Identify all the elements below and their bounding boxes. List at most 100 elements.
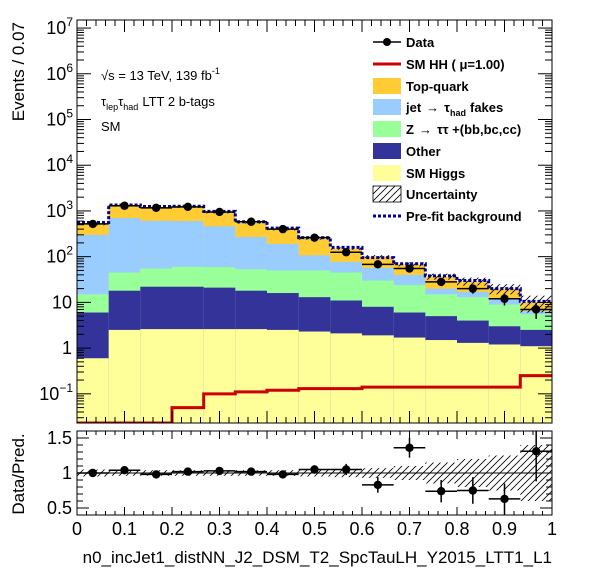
bar-sm-higgs-6 <box>267 329 299 423</box>
main-y-tick-label-3: 102 <box>46 244 73 267</box>
x-tick-label-2: 0.2 <box>159 519 184 539</box>
ratio-area <box>77 431 552 515</box>
fakes-jet: jet <box>405 100 422 115</box>
legend: Data SM HH ( μ=1.00) Top-quark jet → τhad f… <box>372 35 522 224</box>
legend-item-prefit: Pre-fit background <box>373 209 522 224</box>
data-marker-10 <box>405 264 414 273</box>
ratio-point-6 <box>267 470 299 479</box>
data-point-0 <box>77 219 109 229</box>
ratio-marker-0 <box>88 468 98 478</box>
main-y-tick-exp-3: 2 <box>66 244 73 258</box>
data-point-3 <box>172 202 204 212</box>
legend-marker-data <box>383 38 391 46</box>
legend-label-prefit: Pre-fit background <box>406 209 522 224</box>
main-y-tick-label-6: 105 <box>46 106 73 129</box>
data-point-1 <box>108 201 141 210</box>
legend-swatch-sm-higgs <box>373 165 401 181</box>
x-tick-label-10: 1 <box>547 519 557 539</box>
data-marker-5 <box>246 217 256 226</box>
main-y-tick-base-3: 10 <box>46 247 66 267</box>
x-tick-label-1: 0.1 <box>112 519 137 539</box>
legend-item-sm-hh: SM HH ( μ=1.00) <box>373 57 505 72</box>
x-tick-label-4: 0.4 <box>254 519 279 539</box>
main-y-tick-label-4: 103 <box>46 198 73 221</box>
legend-label-top-quark: Top-quark <box>406 79 469 94</box>
main-y-tick-label-2: 10 <box>52 292 72 312</box>
x-tick-label-8: 0.8 <box>444 519 469 539</box>
ztt-rest: ττ +(bb,bc,cc) <box>437 122 521 137</box>
main-y-tick-base-7: 10 <box>46 64 66 84</box>
main-histogram-area <box>77 201 552 423</box>
data-marker-6 <box>278 224 288 234</box>
main-y-tick-label-8: 107 <box>46 15 73 38</box>
ratio-point-7 <box>298 465 331 474</box>
legend-item-sm-higgs: SM Higgs <box>373 165 465 181</box>
main-y-tick-base-5: 10 <box>46 155 66 175</box>
ratio-frame <box>76 430 553 516</box>
ratio-point-12 <box>457 477 489 504</box>
x-tick-label-7: 0.7 <box>397 519 422 539</box>
legend-item-data: Data <box>373 35 435 50</box>
data-marker-8 <box>341 248 351 257</box>
uncertainty-band-13 <box>488 284 521 295</box>
data-marker-4 <box>215 207 224 217</box>
main-y-tick-label-5: 104 <box>46 152 73 175</box>
ratio-marker-7 <box>310 465 319 474</box>
bar-sm-higgs-1 <box>108 329 141 423</box>
data-point-8 <box>330 248 362 257</box>
data-marker-9 <box>373 260 383 269</box>
bar-sm-higgs-10 <box>393 337 426 423</box>
main-y-tick-label-1: 1 <box>62 338 72 358</box>
data-point-4 <box>203 207 236 217</box>
x-tick-label-9: 0.9 <box>492 519 517 539</box>
legend-label-other: Other <box>406 144 441 159</box>
ratio-marker-8 <box>341 465 351 474</box>
tau-lep-subscript: lep <box>106 102 118 112</box>
data-marker-1 <box>120 201 129 210</box>
x-axis-title: n0_incJet1_distNN_J2_DSM_T2_SpcTauLH_Y20… <box>83 548 552 567</box>
uncertainty-band-12 <box>457 277 489 286</box>
legend-item-top-quark: Top-quark <box>373 78 469 94</box>
bar-sm-higgs-5 <box>235 329 267 423</box>
tau-had-symbol: τ <box>118 94 124 109</box>
data-point-7 <box>298 233 331 242</box>
tau-had-subscript: had <box>123 102 138 112</box>
x-tick-label-0: 0 <box>72 519 82 539</box>
legend-swatch-ztautau <box>373 121 401 137</box>
energy-lumi-text: √s = 13 TeV, 139 fb <box>101 68 212 83</box>
bar-sm-higgs-0 <box>77 358 109 423</box>
signal-label: SM <box>101 119 121 134</box>
ratio-marker-5 <box>246 467 256 476</box>
data-point-6 <box>267 224 299 234</box>
main-y-tick-label-7: 106 <box>46 61 73 84</box>
bar-sm-higgs-3 <box>172 329 204 423</box>
legend-label-sm-higgs: SM Higgs <box>406 166 465 181</box>
legend-swatch-top-quark <box>373 78 401 94</box>
data-marker-7 <box>310 233 319 242</box>
data-marker-11 <box>436 277 446 287</box>
tau-lep-symbol: τ <box>101 94 107 109</box>
energy-lumi-label: √s = 13 TeV, 139 fb-1 <box>101 66 220 83</box>
ratio-marker-3 <box>183 467 193 476</box>
ratio-marker-13 <box>500 494 509 504</box>
main-y-tick-base-6: 10 <box>46 109 66 129</box>
uncertainty-band-11 <box>425 273 457 280</box>
ratio-axis-ticks: 0 0.1 0.2 0.3 0.4 0.5 0.6 0.7 0.8 0.9 1 0.5 1 1.5 <box>47 428 557 539</box>
data-point-10 <box>393 264 426 273</box>
data-marker-13 <box>500 294 509 303</box>
ztt-z: Z <box>406 122 414 137</box>
bar-sm-higgs-7 <box>298 331 331 423</box>
bar-sm-higgs-14 <box>520 346 552 423</box>
ratio-point-8 <box>330 463 362 476</box>
bar-sm-higgs-8 <box>330 333 362 423</box>
ratio-y-ticks: 0.5 1 1.5 <box>47 428 552 518</box>
ratio-plot-panel: 0 0.1 0.2 0.3 0.4 0.5 0.6 0.7 0.8 0.9 1 0.5 1 1.5 <box>47 428 557 539</box>
data-marker-3 <box>183 202 193 212</box>
ratio-point-5 <box>235 467 267 476</box>
x-tick-label-5: 0.5 <box>302 519 327 539</box>
ratio-marker-11 <box>436 487 446 496</box>
bar-sm-higgs-2 <box>140 329 172 423</box>
region-text: LTT 2 b-tags <box>142 94 215 109</box>
main-y-axis-title: Events / 0.07 <box>9 22 28 121</box>
